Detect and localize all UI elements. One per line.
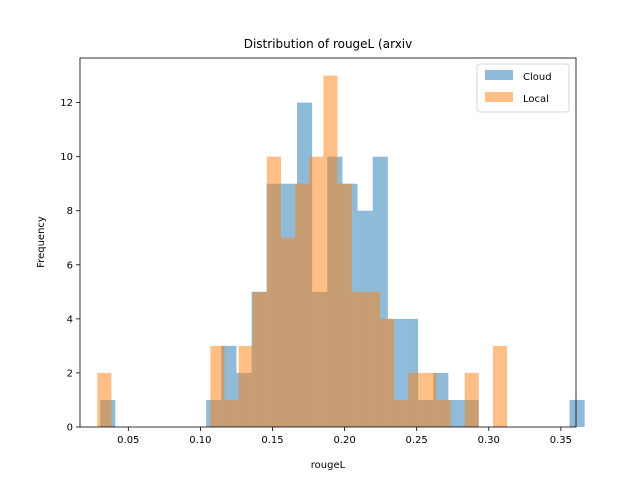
bar-cloud-23 [448,399,464,427]
bar-local-11 [252,291,267,427]
legend-swatch-cloud [485,70,513,80]
legend-label-cloud: Cloud [523,72,552,83]
y-tick-label: 6 [67,260,73,271]
y-tick-label: 2 [67,368,73,379]
y-tick-label: 0 [67,423,73,434]
y-tick-label: 8 [67,206,73,217]
bar-local-21 [394,399,409,427]
x-tick-label: 0.25 [406,435,428,446]
x-tick-label: 0.10 [189,435,211,446]
bar-local-28 [492,345,508,427]
bar-local-10 [238,345,253,427]
bar-local-19 [365,291,380,427]
bar-local-15 [309,156,324,427]
y-axis-label: Frequency [36,216,47,268]
bar-local-20 [379,318,395,427]
x-tick-label: 0.20 [333,435,355,446]
bar-local-22 [408,372,423,427]
x-axis-label: rougeL [311,460,346,471]
local-series [97,75,508,428]
bar-local-14 [295,183,310,427]
x-tick-label: 0.15 [261,435,283,446]
bar-cloud-31 [569,399,585,427]
chart-title: Distribution of rougeL (arxiv [244,37,413,51]
bar-local-0 [97,372,112,427]
legend: Cloud Local [476,63,570,113]
plot-frame [79,57,577,428]
y-tick-label: 12 [60,98,73,109]
bar-local-23 [422,372,437,427]
bar-local-9 [224,399,239,427]
legend-swatch-local [485,92,513,102]
bar-local-17 [337,183,352,427]
y-tick-label: 10 [60,152,73,163]
bar-local-8 [210,345,225,427]
bar-local-24 [436,399,451,427]
bar-local-26 [464,372,479,427]
x-tick-label: 0.30 [478,435,500,446]
y-axis-ticks: 0 2 4 6 8 10 12 [60,98,80,434]
bar-local-12 [266,156,281,427]
x-tick-label: 0.35 [550,435,572,446]
x-axis-ticks: 0.05 0.10 0.15 0.20 0.25 0.30 0.35 [117,427,572,446]
legend-label-local: Local [523,94,549,105]
x-tick-label: 0.05 [117,435,139,446]
bar-local-18 [351,291,366,427]
bar-local-13 [280,237,296,427]
bar-local-16 [323,75,338,428]
y-tick-label: 4 [67,314,73,325]
